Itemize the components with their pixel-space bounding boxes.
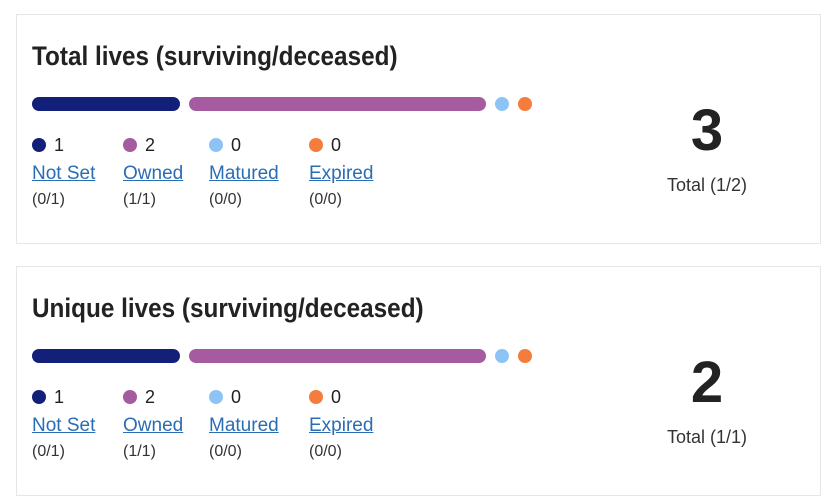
card-title: Total lives (surviving/deceased) — [32, 41, 398, 71]
legend-count: 2 — [145, 134, 156, 155]
bar-segment — [495, 349, 509, 363]
legend-count-row: 0 — [209, 385, 279, 409]
bar-segment — [32, 349, 181, 363]
legend-item: 2 Owned (1/1) — [123, 385, 183, 461]
bar-segment — [518, 349, 532, 363]
legend-sub: (0/1) — [32, 191, 65, 208]
legend-sub: (1/1) — [123, 443, 156, 460]
legend-count: 0 — [331, 386, 342, 407]
bar-segment — [189, 349, 486, 363]
legend-link[interactable]: Owned — [123, 415, 184, 436]
legend-sub: (1/1) — [123, 191, 156, 208]
total-number: 2 — [690, 350, 724, 415]
legend-link[interactable]: Matured — [209, 415, 279, 436]
total-number: 3 — [690, 98, 724, 163]
card-title: Unique lives (surviving/deceased) — [32, 293, 424, 323]
legend-dot — [209, 390, 223, 404]
bar-segment — [495, 97, 509, 111]
legend-sub: (0/0) — [209, 191, 242, 208]
legend-count-row: 0 — [309, 133, 373, 157]
legend-dot — [32, 390, 46, 404]
stat-card: Total lives (surviving/deceased) 1 Not Set… — [16, 14, 821, 244]
legend-dot — [209, 138, 223, 152]
legend-dot — [32, 138, 46, 152]
bar-segment — [189, 97, 486, 111]
legend-count-row: 2 — [123, 385, 183, 409]
legend-sub: (0/0) — [309, 191, 342, 208]
legend-link[interactable]: Not Set — [32, 163, 96, 184]
bar-segment — [518, 97, 532, 111]
legend-link[interactable]: Owned — [123, 163, 184, 184]
legend-dot — [309, 390, 323, 404]
legend-dot — [123, 138, 137, 152]
legend-link[interactable]: Expired — [309, 415, 374, 436]
legend-count: 2 — [145, 386, 156, 407]
legend-link[interactable]: Not Set — [32, 415, 96, 436]
legend-item: 0 Matured (0/0) — [209, 133, 279, 209]
legend-item: 0 Matured (0/0) — [209, 385, 279, 461]
legend-sub: (0/0) — [209, 443, 242, 460]
stat-card: Unique lives (surviving/deceased) 1 Not Se… — [16, 266, 821, 496]
legend-item: 1 Not Set (0/1) — [32, 133, 95, 209]
legend-sub: (0/0) — [309, 443, 342, 460]
legend-dot — [123, 390, 137, 404]
legend-count-row: 0 — [209, 133, 279, 157]
legend-item: 0 Expired (0/0) — [309, 385, 373, 461]
total-label: Total (1/2) — [666, 175, 748, 195]
legend-count: 0 — [231, 134, 242, 155]
legend-count-row: 2 — [123, 133, 183, 157]
legend-item: 2 Owned (1/1) — [123, 133, 183, 209]
legend-count: 1 — [54, 134, 65, 155]
legend-count-row: 1 — [32, 133, 95, 157]
total-label: Total (1/1) — [666, 427, 748, 447]
legend-count-row: 0 — [309, 385, 373, 409]
bar-segment — [32, 97, 181, 111]
legend-link[interactable]: Expired — [309, 163, 374, 184]
legend-count: 0 — [231, 386, 242, 407]
legend-count: 1 — [54, 386, 65, 407]
legend-count: 0 — [331, 134, 342, 155]
legend-item: 0 Expired (0/0) — [309, 133, 373, 209]
legend-count-row: 1 — [32, 385, 95, 409]
legend-sub: (0/1) — [32, 443, 65, 460]
legend-dot — [309, 138, 323, 152]
legend-item: 1 Not Set (0/1) — [32, 385, 95, 461]
legend-link[interactable]: Matured — [209, 163, 279, 184]
